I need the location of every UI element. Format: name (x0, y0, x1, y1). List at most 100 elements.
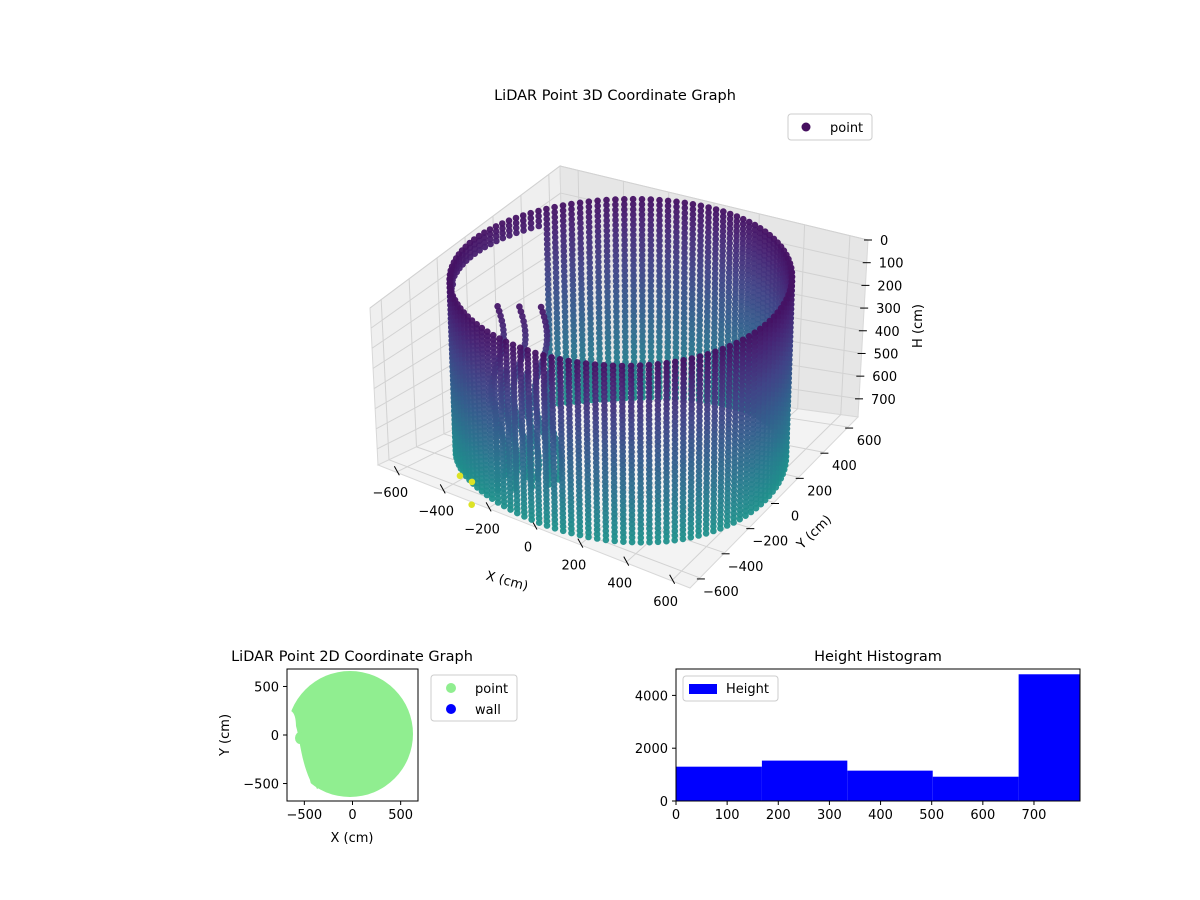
x-tick-label-2d: 0 (348, 808, 356, 823)
y-tick-label-histogram: 4000 (635, 689, 668, 704)
point-3d (688, 534, 695, 541)
y-axis-label-3d: Y (cm) (794, 512, 835, 553)
inner-blob (295, 732, 305, 744)
y-tick-label-3d: 0 (791, 510, 799, 525)
point-3d (536, 223, 543, 230)
x-tick-label-3d: 400 (607, 577, 632, 592)
y-tick-label-3d: 600 (857, 434, 882, 449)
y-tick-label-3d: 200 (807, 484, 832, 499)
x-tick-label-histogram: 400 (868, 808, 893, 823)
point-3d (646, 539, 653, 546)
chart-3d: LiDAR Point 3D Coordinate Graph −600−400… (370, 88, 926, 610)
point-3d (577, 532, 584, 539)
point-3d (724, 522, 731, 529)
point-3d (506, 232, 513, 239)
legend-2d-label-point: point (475, 682, 508, 697)
point-3d (663, 538, 670, 545)
point-3d (717, 525, 724, 532)
point-3d (671, 537, 678, 544)
legend-histogram-label: Height (726, 682, 769, 697)
point-3d (495, 499, 502, 506)
z-tick-label-3d: 300 (876, 302, 901, 317)
y-tick-label-histogram: 0 (660, 795, 668, 810)
point-3d (695, 532, 702, 539)
point-3d (703, 530, 710, 537)
x-tick-label-histogram: 500 (919, 808, 944, 823)
axes-histogram: 0100200300400500600700020004000 (635, 689, 1046, 823)
z-tick-label-3d: 700 (871, 393, 896, 408)
point-3d (544, 522, 551, 529)
histogram-bar (762, 761, 847, 801)
point-3d (507, 506, 514, 513)
point-3d (638, 539, 645, 546)
y-tick-label-histogram: 2000 (635, 742, 668, 757)
histogram-bar (847, 771, 932, 801)
x-tick-label-histogram: 300 (817, 808, 842, 823)
point-3d (528, 225, 535, 232)
point-3d (552, 525, 559, 532)
point-3d (521, 513, 528, 520)
point-3d (655, 539, 662, 546)
y-tick-label-3d: 400 (832, 459, 857, 474)
point-3d (493, 238, 500, 245)
point-3d (468, 501, 475, 508)
point-3d (536, 519, 543, 526)
x-axis-label-2d: X (cm) (331, 831, 374, 846)
point-3d (469, 479, 476, 486)
z-tick-label-3d: 0 (880, 234, 888, 249)
legend-2d: point wall (431, 675, 517, 721)
histogram-bar (676, 767, 762, 801)
point-3d (620, 538, 627, 545)
histogram-bar (1019, 674, 1080, 801)
y-axis-label-2d: Y (cm) (218, 714, 233, 757)
z-tick-label-3d: 400 (875, 325, 900, 340)
z-tick-label-3d: 500 (874, 347, 899, 362)
point-3d (585, 534, 592, 541)
point-3d (457, 473, 464, 480)
x-tick-label-3d: −200 (464, 522, 500, 537)
x-tick-label-3d: 0 (524, 541, 532, 556)
x-tick-label-3d: 200 (561, 559, 586, 574)
point-3d (500, 235, 507, 242)
x-tick-label-histogram: 100 (715, 808, 740, 823)
point-3d (514, 510, 521, 517)
y-tick-label-3d: −200 (752, 535, 788, 550)
chart-2d: LiDAR Point 2D Coordinate Graph −500 0 500… (218, 649, 517, 846)
x-tick-label-2d: −500 (286, 808, 322, 823)
legend-2d-label-wall: wall (475, 703, 501, 718)
z-tick-label-3d: 200 (877, 279, 902, 294)
z-tick-label-3d: 100 (879, 257, 904, 272)
point-3d (710, 528, 717, 535)
point-3d (629, 539, 636, 546)
x-tick-label-histogram: 700 (1022, 808, 1047, 823)
point-3d (520, 227, 527, 234)
legend-2d-marker-wall (446, 704, 456, 714)
y-tick-label-3d: −400 (728, 560, 764, 575)
y-tick-label-3d: −600 (703, 585, 739, 600)
x-tick-label-histogram: 0 (672, 808, 680, 823)
point-3d (513, 230, 520, 237)
legend-3d: point (788, 114, 872, 140)
chart-histogram: Height Histogram 01002003004005006007000… (635, 649, 1080, 823)
legend-histogram-swatch (689, 684, 717, 694)
legend-3d-label-point: point (830, 121, 863, 136)
x-tick-label-2d: 500 (388, 808, 413, 823)
point-3d (594, 535, 601, 542)
point-3d (568, 530, 575, 537)
histogram-title: Height Histogram (814, 649, 942, 665)
x-tick-label-3d: −400 (418, 504, 454, 519)
point-3d (730, 519, 737, 526)
z-axis-label-3d: H (cm) (911, 304, 926, 348)
point-3d (680, 536, 687, 543)
y-tick-label-2d: 500 (254, 680, 279, 695)
legend-histogram: Height (683, 676, 778, 701)
point-3d (603, 537, 610, 544)
legend-3d-marker-point (802, 123, 811, 132)
y-tick-label-2d: 0 (271, 729, 279, 744)
point-3d (611, 538, 618, 545)
x-axis-label-3d: X (cm) (484, 569, 529, 595)
point-3d (742, 512, 749, 519)
chart-2d-title: LiDAR Point 2D Coordinate Graph (231, 649, 473, 665)
point-3d (487, 241, 494, 248)
y-tick-label-2d: −500 (243, 778, 279, 793)
